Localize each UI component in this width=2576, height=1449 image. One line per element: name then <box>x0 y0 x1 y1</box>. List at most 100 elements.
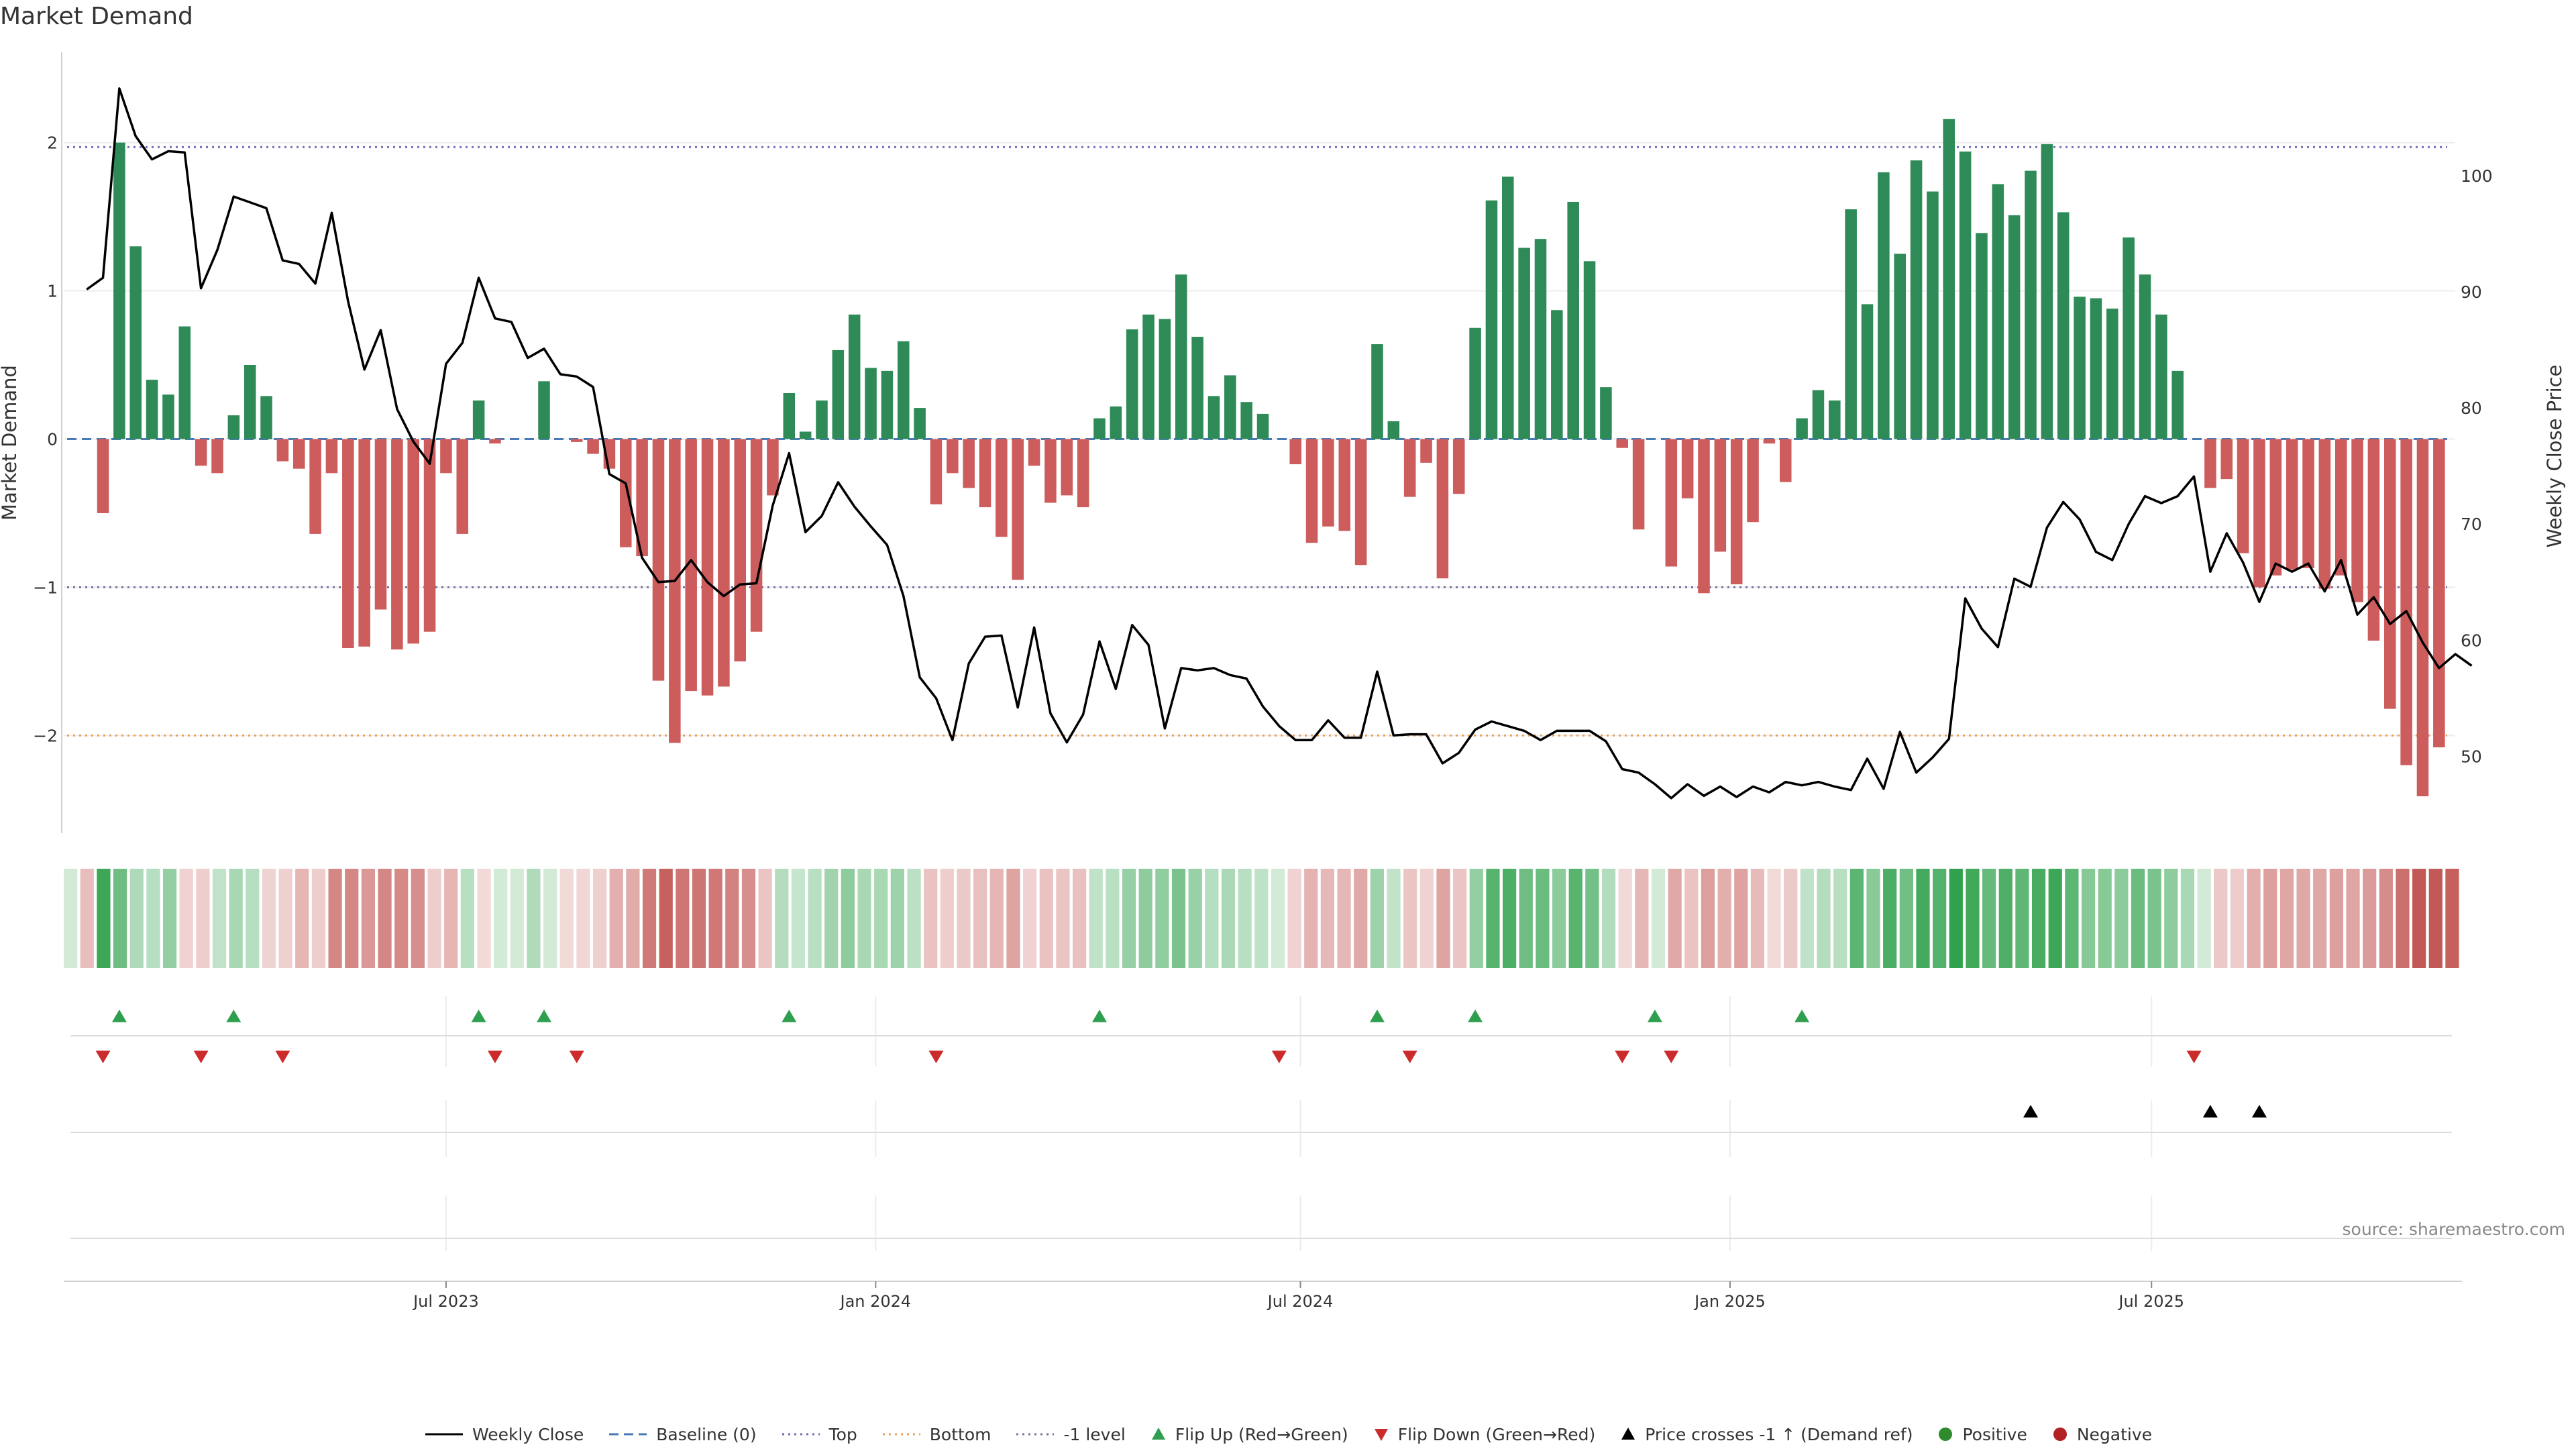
heat-cell <box>2279 869 2294 968</box>
heat-cell <box>1106 869 1120 968</box>
heat-cell <box>1635 869 1649 968</box>
heat-cell <box>1419 869 1434 968</box>
heat-cell <box>791 869 806 968</box>
y2-tick-label: 50 <box>2461 747 2482 766</box>
demand-bar <box>783 392 796 439</box>
heat-cell <box>2031 869 2046 968</box>
demand-bar <box>1077 439 1089 508</box>
demand-bar <box>2074 297 2086 439</box>
heat-cell <box>890 869 904 968</box>
heat-cell <box>2263 869 2277 968</box>
flip-up-marker <box>1468 1010 1483 1022</box>
heat-cell <box>212 869 227 968</box>
heat-cell <box>1469 869 1483 968</box>
demand-bar <box>1714 439 1727 552</box>
heat-cell <box>444 869 458 968</box>
demand-bar <box>1779 439 1792 482</box>
heat-cell <box>1966 869 1980 968</box>
demand-bar <box>1240 402 1252 439</box>
demand-bar <box>162 394 174 439</box>
heat-cell <box>1122 869 1136 968</box>
heat-cell <box>1536 869 1550 968</box>
heat-cell <box>295 869 309 968</box>
demand-bar <box>1583 261 1596 439</box>
demand-bar <box>113 142 125 439</box>
legend-swatch-flipdown <box>1374 1429 1388 1441</box>
demand-bar <box>636 439 648 557</box>
heat-cell <box>758 869 772 968</box>
legend-symbol <box>2053 1428 2067 1441</box>
heat-cell <box>477 869 491 968</box>
demand-bar <box>1534 239 1547 439</box>
y-tick-label: −1 <box>33 578 58 597</box>
heat-cell <box>378 869 392 968</box>
demand-bar <box>1698 439 1710 594</box>
y-tick-label: 2 <box>47 133 58 153</box>
demand-bar <box>1943 119 1955 439</box>
demand-bar <box>897 341 910 439</box>
heat-cell <box>1585 869 1599 968</box>
flip-down-marker <box>1664 1051 1679 1063</box>
demand-bar <box>2286 439 2298 570</box>
demand-bar <box>2057 212 2070 439</box>
heat-cell <box>361 869 376 968</box>
demand-bar <box>195 439 207 466</box>
demand-bar <box>374 439 387 610</box>
heat-cell <box>1866 869 1880 968</box>
heat-cell <box>1618 869 1632 968</box>
demand-bar <box>979 439 991 508</box>
flip-up-marker <box>1369 1010 1385 1022</box>
heat-cell <box>129 869 144 968</box>
demand-bar <box>1142 314 1155 439</box>
heat-cell <box>1552 869 1566 968</box>
demand-bar <box>1812 390 1825 439</box>
heat-cell <box>692 869 706 968</box>
demand-bar <box>244 365 256 439</box>
heat-cell <box>246 869 260 968</box>
y2-tick-label: 70 <box>2461 515 2482 534</box>
heat-cell <box>2379 869 2393 968</box>
legend-swatch-pos <box>1939 1428 1953 1441</box>
heat-cell <box>907 869 921 968</box>
flip-up-marker <box>1794 1010 1810 1022</box>
heat-cell <box>427 869 441 968</box>
flip-down-marker <box>928 1051 944 1063</box>
demand-bar <box>1371 344 1383 439</box>
heat-cell <box>1949 869 1963 968</box>
heat-cell <box>2313 869 2327 968</box>
demand-bar <box>1175 274 1187 439</box>
heat-cell <box>1883 869 1897 968</box>
heat-cell <box>1155 869 1169 968</box>
heat-cell <box>642 869 657 968</box>
heat-cell <box>1188 869 1202 968</box>
heat-cell <box>1436 869 1450 968</box>
heat-cell <box>1503 869 1517 968</box>
demand-bar <box>2416 439 2429 796</box>
price-line-group <box>86 87 2473 800</box>
flip-down-marker <box>487 1051 502 1063</box>
demand-bar <box>2008 215 2021 439</box>
heat-cell <box>1403 869 1417 968</box>
x-tick-label: Jul 2024 <box>1267 1292 1334 1311</box>
legend-item-neg1: -1 level <box>1015 1425 1126 1444</box>
heat-cell <box>2131 869 2145 968</box>
heat-cell <box>2329 869 2343 968</box>
y-axis-title: Market Demand <box>0 365 21 521</box>
demand-bar <box>2384 439 2396 709</box>
heat-cell <box>659 869 673 968</box>
heat-cell <box>1800 869 1815 968</box>
price-cross-marker <box>2023 1105 2039 1118</box>
demand-bar <box>1665 439 1678 567</box>
legend-swatch-bottom <box>882 1433 920 1436</box>
demand-bar <box>570 439 583 442</box>
heat-cell <box>989 869 1004 968</box>
heat-cell <box>2081 869 2096 968</box>
demand-bar <box>1012 439 1024 580</box>
demand-bar <box>1289 439 1301 465</box>
demand-bar <box>1600 387 1612 439</box>
demand-bar <box>1894 254 1906 439</box>
heat-cell <box>2180 869 2195 968</box>
heat-cell <box>1519 869 1533 968</box>
heat-cell <box>1370 869 1384 968</box>
heat-cell <box>1304 869 1318 968</box>
